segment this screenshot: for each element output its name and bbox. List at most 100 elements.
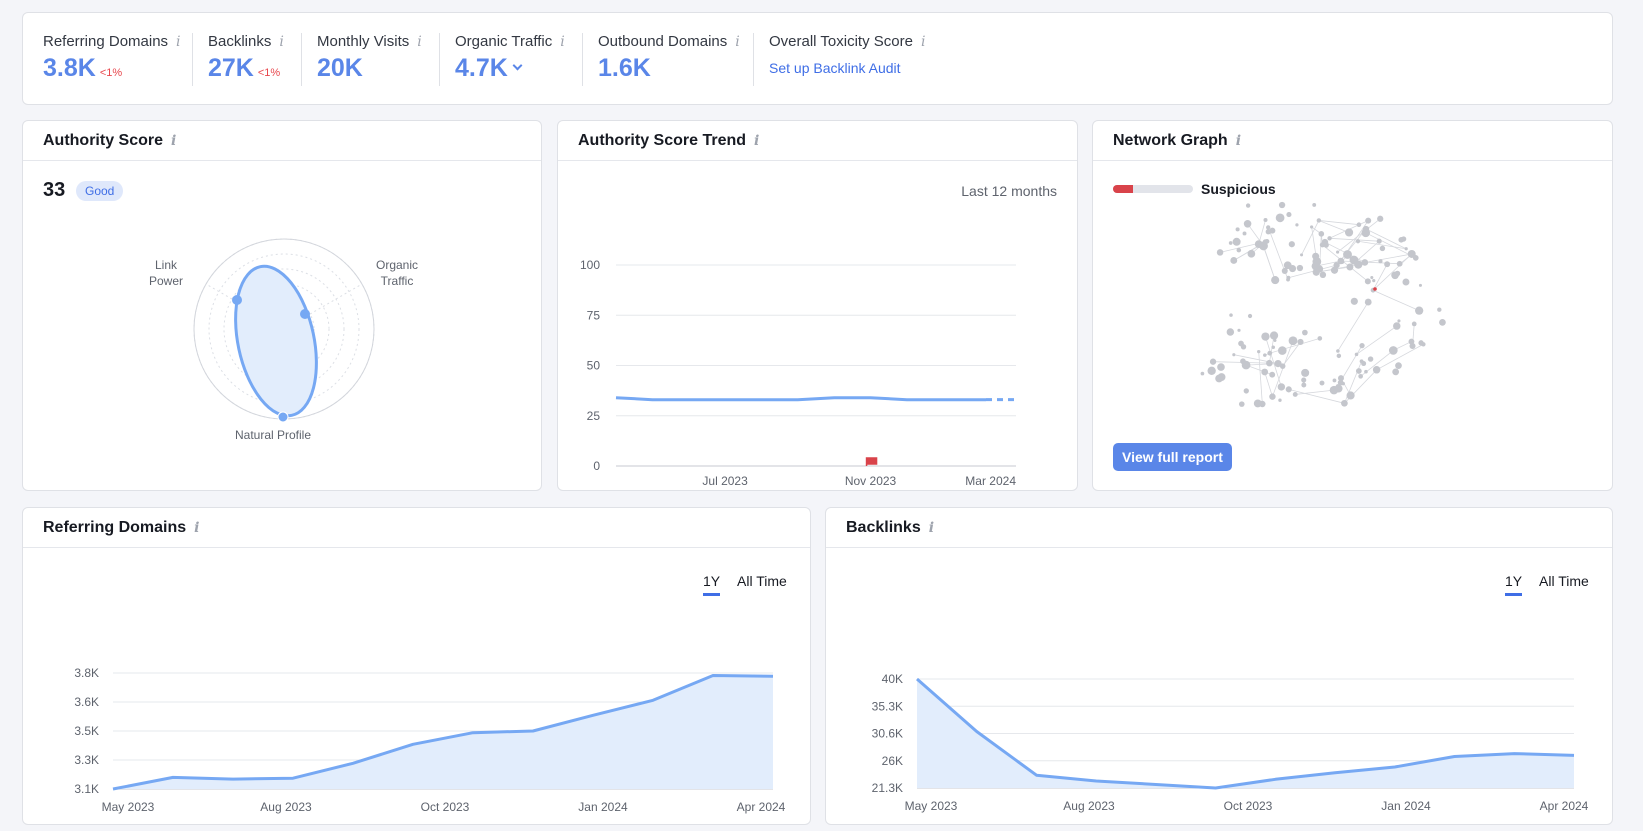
network-edge <box>1372 264 1388 291</box>
network-node <box>1216 249 1224 256</box>
network-node <box>1236 247 1242 253</box>
metric-value: 1.6K <box>598 54 651 82</box>
info-icon[interactable]: i <box>279 34 284 50</box>
network-node <box>1364 369 1368 374</box>
network-node <box>1404 247 1408 251</box>
trend-chart: 0 25 50 75 100 Jul 2023 Nov 2023 Mar 2024 <box>580 258 1016 488</box>
info-icon[interactable]: i <box>176 34 181 50</box>
metric-monthly-visits[interactable]: Monthly Visits i 20K <box>317 33 422 83</box>
network-node <box>1358 373 1363 379</box>
network-node <box>1359 342 1365 349</box>
x-tick-label: Oct 2023 <box>421 800 470 814</box>
card-title: Authority Score Trend <box>578 132 747 149</box>
network-node <box>1209 358 1217 365</box>
network-edge <box>1372 289 1420 312</box>
metric-referring-domains[interactable]: Referring Domains i 3.8K <1% <box>43 33 181 83</box>
network-node <box>1271 345 1276 350</box>
network-edge <box>1337 301 1369 352</box>
network-node-suspicious <box>1373 287 1377 291</box>
metric-delta: <1% <box>257 67 281 79</box>
network-node <box>1288 336 1298 346</box>
network-edge <box>1263 245 1276 281</box>
divider <box>753 33 754 86</box>
y-tick-label: 75 <box>587 308 601 322</box>
network-node <box>1329 385 1339 395</box>
network-node <box>1336 349 1340 353</box>
x-tick-label: Jan 2024 <box>1381 799 1431 813</box>
divider <box>439 33 440 86</box>
network-node <box>1336 353 1342 359</box>
period-label: Last 12 months <box>961 183 1057 199</box>
network-node <box>1286 277 1290 282</box>
network-node <box>1235 227 1240 232</box>
network-node <box>1295 223 1299 227</box>
y-tick-label: 3.1K <box>74 782 99 796</box>
toggle-1y[interactable]: 1Y <box>703 573 721 596</box>
info-icon[interactable]: i <box>1235 133 1242 149</box>
network-edge <box>1357 240 1407 250</box>
network-edge <box>1264 371 1273 397</box>
network-node <box>1247 249 1256 258</box>
network-node <box>1312 252 1320 260</box>
metric-toxicity: Overall Toxicity Score i Set up Backlink … <box>769 33 925 78</box>
info-icon[interactable]: i <box>194 520 200 536</box>
network-node <box>1411 321 1417 327</box>
metric-label: Outbound Domains <box>598 33 728 50</box>
network-node <box>1207 366 1216 375</box>
toggle-all-time[interactable]: All Time <box>737 573 787 589</box>
view-full-report-button[interactable]: View full report <box>1113 443 1232 471</box>
metric-organic-traffic[interactable]: Organic Traffic i 4.7K <box>455 33 565 83</box>
y-tick-label: 3.3K <box>74 753 99 767</box>
network-node <box>1271 276 1280 285</box>
network-node <box>1333 261 1340 269</box>
network-node <box>1315 265 1324 273</box>
info-icon[interactable]: i <box>171 133 177 149</box>
network-graph[interactable] <box>1093 161 1612 491</box>
series-line <box>112 674 774 791</box>
network-node <box>1367 356 1374 362</box>
network-node <box>1364 278 1371 285</box>
info-icon[interactable]: i <box>560 34 565 50</box>
card-title: Backlinks <box>846 519 921 536</box>
metric-outbound-domains[interactable]: Outbound Domains i 1.6K <box>598 33 740 83</box>
network-node <box>1297 338 1304 346</box>
network-node <box>1278 398 1282 402</box>
network-node <box>1259 400 1266 408</box>
info-icon[interactable]: i <box>920 34 926 50</box>
toggle-1y[interactable]: 1Y <box>1505 573 1523 596</box>
network-edge <box>1322 244 1369 282</box>
chevron-down-icon[interactable] <box>512 60 523 71</box>
network-node <box>1300 253 1304 257</box>
network-node <box>1327 236 1332 241</box>
network-node <box>1243 220 1252 228</box>
info-icon[interactable]: i <box>928 520 935 536</box>
radar-point-organic-traffic <box>300 309 310 319</box>
network-edge <box>1318 220 1359 226</box>
radar-label-natural-profile: Natural Profile <box>234 428 312 442</box>
info-icon[interactable]: i <box>735 34 740 50</box>
network-node <box>1232 353 1236 357</box>
network-node <box>1349 255 1359 265</box>
network-node <box>1237 328 1241 332</box>
y-tick-label: 50 <box>587 359 601 373</box>
y-tick-label: 25 <box>587 409 601 423</box>
y-tick-label: 3.6K <box>74 695 99 709</box>
network-node <box>1262 239 1268 245</box>
y-tick-label: 21.3K <box>872 781 903 795</box>
network-node <box>1396 260 1403 267</box>
network-node <box>1273 338 1277 342</box>
network-node <box>1229 313 1233 317</box>
metric-backlinks[interactable]: Backlinks i 27K <1% <box>208 33 284 83</box>
info-icon[interactable]: i <box>754 133 760 149</box>
network-node <box>1288 241 1295 248</box>
info-icon[interactable]: i <box>417 34 422 50</box>
network-graph-card: Network Graph i Suspicious View full repo… <box>1092 120 1613 491</box>
network-node <box>1285 386 1292 393</box>
setup-backlink-audit-link[interactable]: Set up Backlink Audit <box>769 60 901 76</box>
network-node <box>1269 393 1276 400</box>
toggle-all-time[interactable]: All Time <box>1539 573 1589 589</box>
network-node <box>1409 342 1416 349</box>
radar-label-link-power: Link Power <box>148 258 183 288</box>
network-node <box>1228 241 1233 245</box>
network-edge <box>1329 237 1380 242</box>
